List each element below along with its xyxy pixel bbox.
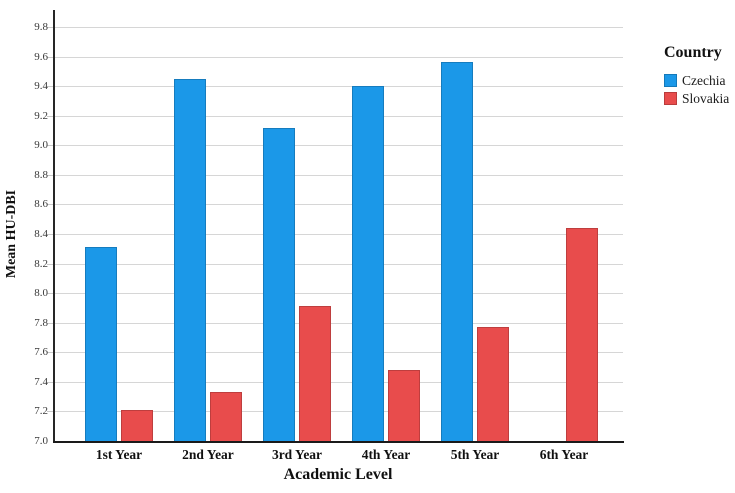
gridline [54,27,623,28]
y-tick-label: 9.6 [34,51,48,63]
legend-item-slovakia: Slovakia [664,91,729,106]
y-tick-label: 9.4 [34,80,48,92]
gridline [54,411,623,412]
gridline [54,382,623,383]
legend: Country Czechia Slovakia [664,44,729,109]
y-tick-mark [47,234,54,235]
gridline [54,293,623,294]
bar-slovakia-4th-year [388,370,420,441]
gridline [54,86,623,87]
bar-czechia-3rd-year [263,128,295,441]
y-tick-mark [47,352,54,353]
y-tick-label: 8.4 [34,228,48,240]
x-tick-label: 5th Year [450,447,500,462]
x-tick-label: 4th Year [361,447,411,462]
legend-title: Country [664,44,722,61]
gridline [54,234,623,235]
gridline [54,352,623,353]
y-tick-label: 9.0 [34,139,48,151]
x-tick-label: 1st Year [95,447,143,462]
y-tick-mark [47,293,54,294]
y-tick-mark [47,86,54,87]
y-tick-mark [47,27,54,28]
y-tick-mark [47,204,54,205]
y-tick-label: 7.4 [34,376,48,388]
bar-slovakia-6th-year [566,228,598,441]
gridline [54,175,623,176]
x-tick-label: 2nd Year [182,447,234,462]
y-tick-mark [47,175,54,176]
bar-czechia-2nd-year [174,79,206,441]
y-tick-mark [47,264,54,265]
y-tick-label: 7.0 [34,435,48,447]
y-tick-label: 7.6 [34,346,48,358]
x-axis-line [53,441,624,443]
y-tick-mark [47,116,54,117]
bar-czechia-4th-year [352,86,384,441]
y-tick-mark [47,145,54,146]
czechia-color-swatch-icon [664,74,677,87]
bar-czechia-1st-year [85,247,117,441]
x-axis-title: Academic Level [283,466,393,483]
legend-label-slovakia: Slovakia [682,91,730,106]
x-tick-label: 3rd Year [271,447,323,462]
y-tick-label: 7.2 [34,405,48,417]
slovakia-color-swatch-icon [664,92,677,105]
bar-slovakia-2nd-year [210,392,242,441]
gridline [54,264,623,265]
bar-slovakia-1st-year [121,410,153,441]
y-tick-mark [47,57,54,58]
y-tick-mark [47,411,54,412]
gridline [54,323,623,324]
gridline [54,204,623,205]
gridline [54,145,623,146]
y-tick-label: 7.8 [34,317,48,329]
y-tick-label: 9.8 [34,21,48,33]
bar-slovakia-3rd-year [299,306,331,441]
y-tick-label: 8.8 [34,169,48,181]
gridline [54,57,623,58]
y-tick-label: 9.2 [34,110,48,122]
bar-slovakia-5th-year [477,327,509,441]
gridline [54,116,623,117]
y-tick-mark [47,382,54,383]
y-tick-label: 8.2 [34,258,48,270]
x-tick-label: 6th Year [539,447,589,462]
y-tick-label: 8.0 [34,287,48,299]
y-tick-mark [47,323,54,324]
legend-item-czechia: Czechia [664,73,729,88]
y-tick-label: 8.6 [34,198,48,210]
bar-czechia-5th-year [441,62,473,441]
legend-label-czechia: Czechia [682,73,726,88]
y-axis-line [53,10,55,443]
